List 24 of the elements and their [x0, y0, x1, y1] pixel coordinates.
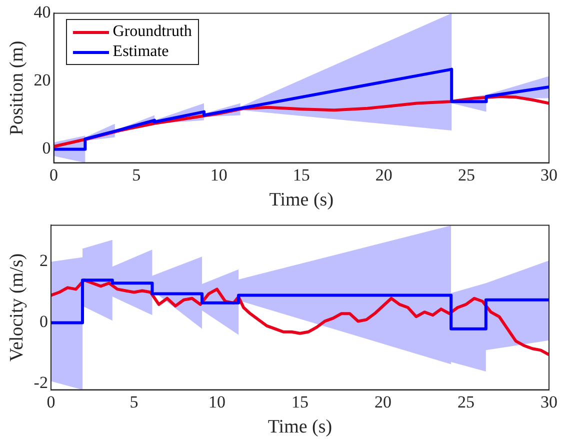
x-tick-label: 15 [292, 165, 310, 184]
y-tick-label: 20 [34, 70, 51, 90]
x-tick-label: 30 [540, 392, 558, 412]
y-axis-title: Position (m) [6, 40, 28, 136]
y-tick-label: 0 [42, 138, 51, 158]
x-tick-label: 30 [540, 165, 558, 184]
legend-label: Groundtruth [112, 23, 192, 42]
x-tick-label: 5 [132, 165, 141, 184]
x-tick-label: 10 [210, 165, 228, 184]
x-tick-label: 15 [291, 392, 308, 412]
y-axis-title: Velocity (m/s) [6, 253, 28, 362]
x-tick-label: 20 [374, 392, 392, 412]
x-tick-label: 20 [375, 165, 392, 184]
x-axis-title: Time (s) [269, 190, 334, 211]
legend-label: Estimate [112, 43, 169, 62]
y-tick-label: -2 [34, 373, 48, 392]
x-tick-label: 25 [457, 392, 474, 412]
x-tick-label: 5 [130, 392, 138, 412]
y-tick-label: 0 [39, 312, 48, 332]
x-axis-title: Time (s) [268, 416, 332, 438]
y-tick-label: 2 [39, 251, 48, 270]
x-tick-label: 25 [458, 165, 475, 184]
y-tick-label: 40 [34, 2, 51, 22]
x-tick-label: 10 [208, 392, 226, 412]
